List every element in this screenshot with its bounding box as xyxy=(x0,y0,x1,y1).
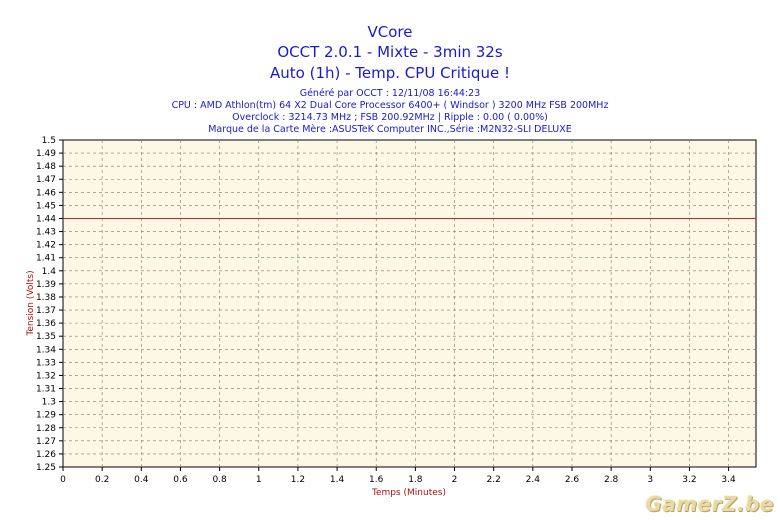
x-axis-label: Temps (Minutes) xyxy=(371,488,446,498)
x-tick-label: 2.4 xyxy=(526,475,541,485)
info-cpu: CPU : AMD Athlon(tm) 64 X2 Dual Core Pro… xyxy=(171,100,609,111)
x-tick-label: 1.2 xyxy=(291,475,305,485)
chart-title: VCore xyxy=(367,23,413,41)
y-tick-label: 1.39 xyxy=(36,280,56,290)
watermark-logo: GamerZ.be xyxy=(645,492,774,516)
chart-subtitle-test: OCCT 2.0.1 - Mixte - 3min 32s xyxy=(277,43,503,61)
x-axis-ticks: 0 0.2 0.4 0.6 0.8 1 1.2 1.4 1.6 1.8 2 2.2 2.4 2.6 2.8 3… xyxy=(60,467,736,485)
x-tick-label: 0 xyxy=(60,475,66,485)
x-tick-label: 0.6 xyxy=(173,475,188,485)
y-tick-label: 1.42 xyxy=(36,241,56,251)
x-tick-label: 0.2 xyxy=(95,475,109,485)
y-tick-label: 1.33 xyxy=(36,358,56,368)
y-axis-label: Tension (Volts) xyxy=(26,270,36,336)
x-tick-label: 1.8 xyxy=(408,475,423,485)
y-tick-label: 1.4 xyxy=(42,267,57,277)
y-tick-label: 1.26 xyxy=(36,450,56,460)
x-tick-label: 1.6 xyxy=(369,475,384,485)
y-tick-label: 1.35 xyxy=(36,332,56,342)
grid-lines xyxy=(63,140,756,467)
x-tick-label: 0.8 xyxy=(212,475,227,485)
x-tick-label: 1 xyxy=(256,475,262,485)
x-tick-label: 0.4 xyxy=(134,475,149,485)
info-overclock: Overclock : 3214.73 MHz ; FSB 200.92MHz … xyxy=(232,112,548,123)
y-tick-label: 1.28 xyxy=(36,424,56,434)
y-tick-label: 1.36 xyxy=(36,319,56,329)
x-tick-label: 1.4 xyxy=(330,475,345,485)
y-tick-label: 1.48 xyxy=(36,162,56,172)
y-tick-label: 1.44 xyxy=(36,214,56,224)
x-tick-label: 3.4 xyxy=(721,475,736,485)
x-tick-label: 2.8 xyxy=(604,475,619,485)
y-tick-label: 1.32 xyxy=(36,371,56,381)
x-tick-label: 2.2 xyxy=(487,475,501,485)
y-tick-label: 1.38 xyxy=(36,293,56,303)
info-generated: Généré par OCCT : 12/11/08 16:44:23 xyxy=(299,88,481,99)
y-tick-label: 1.43 xyxy=(36,228,56,238)
y-tick-label: 1.31 xyxy=(36,385,56,395)
y-tick-label: 1.45 xyxy=(36,201,56,211)
plot-area xyxy=(62,139,757,468)
y-tick-label: 1.34 xyxy=(36,345,56,355)
y-tick-label: 1.5 xyxy=(42,136,56,146)
y-tick-label: 1.27 xyxy=(36,437,56,447)
chart-subtitle-mode: Auto (1h) - Temp. CPU Critique ! xyxy=(270,64,510,82)
x-tick-label: 3 xyxy=(647,475,653,485)
x-tick-label: 2.6 xyxy=(565,475,580,485)
y-tick-label: 1.3 xyxy=(42,398,56,408)
y-tick-label: 1.49 xyxy=(36,149,56,159)
x-tick-label: 3.2 xyxy=(682,475,696,485)
y-axis-ticks: 1.25 1.26 1.27 1.28 1.29 1.3 1.31 1.32 1.33 1.34 1… xyxy=(36,136,63,473)
info-motherboard: Marque de la Carte Mère :ASUSTeK Compute… xyxy=(208,124,572,135)
y-tick-label: 1.25 xyxy=(36,463,56,473)
y-tick-label: 1.47 xyxy=(36,175,56,185)
x-tick-label: 2 xyxy=(452,475,458,485)
y-tick-label: 1.37 xyxy=(36,306,56,316)
y-tick-label: 1.29 xyxy=(36,411,56,421)
y-tick-label: 1.46 xyxy=(36,188,56,198)
y-tick-label: 1.41 xyxy=(36,254,56,264)
